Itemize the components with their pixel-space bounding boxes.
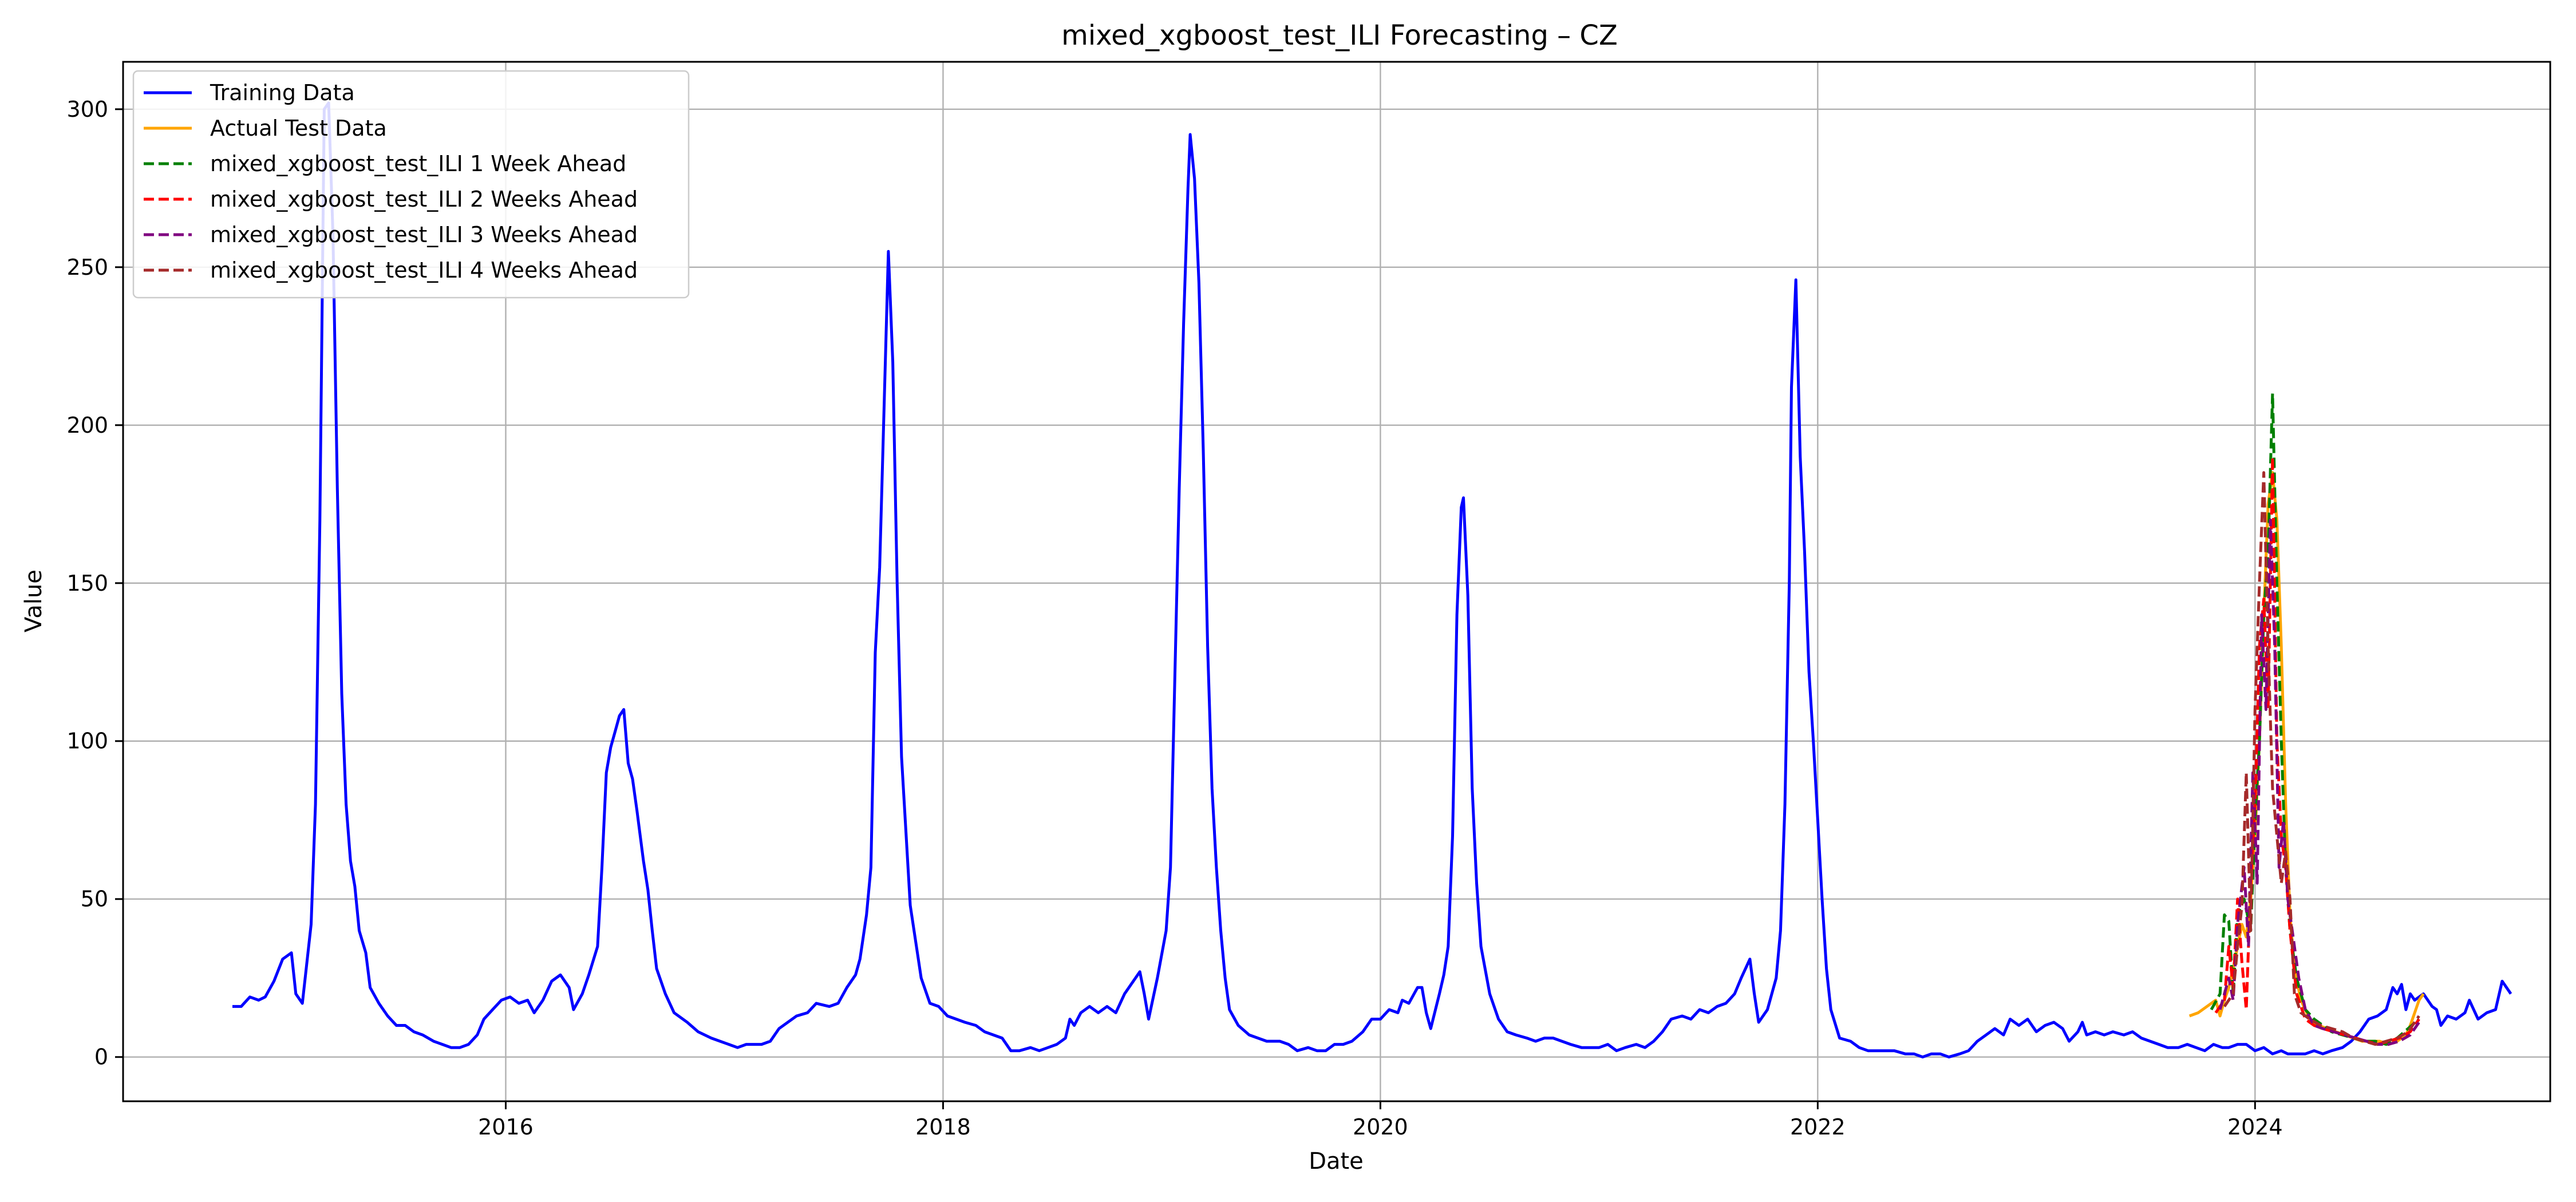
legend: Training Data Actual Test Data mixed_xgboo…	[132, 70, 690, 299]
legend-label: Actual Test Data	[210, 116, 387, 141]
chart-title: mixed_xgboost_test_ILI Forecasting – CZ	[1061, 19, 1618, 52]
legend-label: mixed_xgboost_test_ILI 2 Weeks Ahead	[210, 187, 638, 212]
series-line-6	[2223, 471, 2420, 1046]
legend-label: mixed_xgboost_test_ILI 4 Weeks Ahead	[210, 258, 638, 283]
y-tick-label: 50	[81, 887, 108, 912]
y-tick-label: 250	[66, 255, 108, 280]
y-axis-label: Value	[21, 570, 47, 632]
x-tick-label: 2024	[2227, 1114, 2283, 1140]
series-line-5	[2218, 518, 2420, 1046]
plot-frame	[122, 61, 2551, 1102]
legend-box	[132, 70, 690, 299]
legend-label: Training Data	[210, 80, 355, 105]
plot-series	[232, 101, 2512, 1059]
x-tick-label: 2018	[915, 1114, 971, 1140]
y-tick-label: 200	[66, 413, 108, 438]
x-tick-label: 2020	[1353, 1114, 1408, 1140]
y-tick-label: 100	[66, 729, 108, 754]
y-tick-label: 150	[66, 571, 108, 596]
axis-ticks: 2016 2018 2020 2022 2024 0 50 100 150 200 250 300	[66, 97, 2282, 1140]
series-line-1	[232, 101, 2512, 1059]
x-tick-label: 2022	[1790, 1114, 1846, 1140]
y-tick-label: 0	[94, 1045, 108, 1070]
legend-label: mixed_xgboost_test_ILI 1 Week Ahead	[210, 151, 626, 176]
x-tick-label: 2016	[478, 1114, 534, 1140]
legend-label: mixed_xgboost_test_ILI 3 Weeks Ahead	[210, 222, 638, 247]
y-tick-label: 300	[66, 97, 108, 122]
x-axis-label: Date	[1309, 1148, 1364, 1175]
